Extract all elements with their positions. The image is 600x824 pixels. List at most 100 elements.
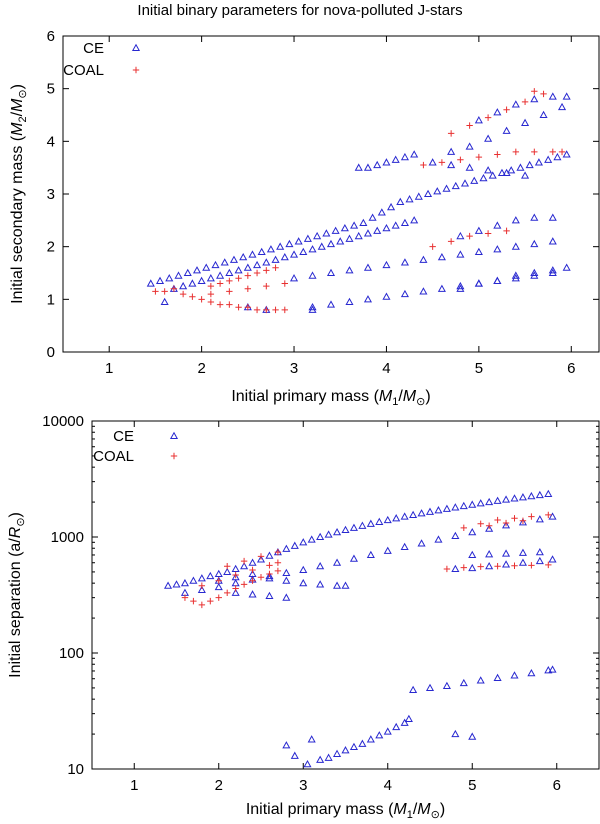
ce-point (229, 255, 239, 263)
ce-point (262, 258, 271, 266)
ce-point (354, 231, 363, 240)
ce-point (358, 521, 367, 529)
coal-point (249, 577, 256, 584)
ce-point (548, 213, 557, 221)
coal-point (266, 570, 273, 578)
ce-point (535, 556, 544, 565)
ce-point (197, 574, 206, 582)
ce-point (425, 683, 435, 691)
ce-point (271, 255, 280, 263)
ce-point (544, 155, 553, 163)
coal-point (274, 559, 282, 566)
x-tick-label: 5 (475, 360, 483, 377)
ce-point (307, 735, 316, 743)
ce-point (206, 571, 215, 580)
ce-point (510, 494, 519, 502)
ce-point (206, 274, 215, 282)
coal-point (263, 282, 270, 290)
ce-point (447, 160, 456, 169)
coal-point (198, 582, 206, 589)
coal-point (475, 153, 483, 161)
ce-point (493, 108, 502, 116)
ce-point (225, 268, 234, 277)
coal-point (531, 148, 538, 156)
ce-point (231, 572, 240, 581)
coal-point (447, 130, 455, 137)
ce-point (363, 229, 373, 237)
ce-point (349, 742, 358, 750)
coal-point (494, 563, 501, 570)
ce-point (165, 274, 174, 282)
ce-point (146, 279, 155, 287)
ce-point (308, 245, 317, 253)
y-tick-label: 1000 (51, 529, 84, 546)
ce-point (216, 271, 225, 279)
ce-point (535, 547, 544, 556)
ce-point (400, 718, 409, 726)
coal-point (207, 597, 214, 605)
x-tick-label: 3 (299, 777, 307, 794)
coal-point (272, 306, 279, 314)
ce-point (248, 590, 257, 598)
legend-marker-coal (132, 66, 140, 74)
plot-frame (91, 420, 600, 770)
ce-point (308, 305, 317, 313)
x-tick-label: 4 (382, 360, 390, 377)
ce-point (324, 530, 333, 538)
ce-point (316, 532, 325, 541)
ce-point (502, 560, 511, 568)
ce-point (174, 271, 183, 279)
plot-frame (62, 35, 600, 353)
coal-point (420, 161, 427, 169)
y-tick-label: 1 (47, 291, 55, 308)
ce-point (502, 495, 511, 503)
ce-point (442, 504, 451, 512)
ce-point (333, 527, 342, 536)
coal-point (274, 548, 282, 556)
ce-point (366, 735, 375, 743)
coal-point (152, 288, 159, 295)
ce-point (400, 218, 409, 227)
coal-point (224, 589, 231, 597)
data-points (164, 489, 557, 768)
coal-point (253, 269, 261, 277)
ce-point (299, 538, 308, 546)
legend-marker-coal (170, 452, 178, 460)
ce-point (510, 671, 519, 679)
ce-point (391, 155, 400, 163)
ce-point (341, 581, 350, 589)
coal-point (511, 562, 518, 569)
ce-point (331, 226, 340, 234)
ce-point (366, 519, 375, 527)
ce-point (451, 564, 460, 573)
ce-point (468, 500, 477, 508)
ce-point (468, 550, 477, 559)
ce-point (197, 585, 206, 593)
y-tick-label: 10 (67, 761, 84, 778)
ce-point (341, 525, 350, 534)
ce-point (474, 116, 483, 124)
ce-point (383, 727, 392, 735)
ce-point (442, 681, 451, 690)
legend-label-ce: CE (83, 40, 104, 57)
coal-point (181, 594, 189, 601)
ce-point (349, 523, 358, 531)
ce-point (502, 126, 511, 134)
coal-point (531, 88, 538, 95)
ce-point (400, 512, 409, 520)
legend: CE COAL (93, 428, 179, 465)
coal-point (161, 288, 168, 295)
coal-point (253, 306, 261, 314)
ce-point (265, 591, 274, 600)
ce-point (349, 554, 358, 562)
ce-point (493, 276, 502, 284)
coal-point (263, 306, 270, 314)
coal-point (226, 288, 233, 295)
ce-point (188, 279, 197, 287)
ce-point (548, 512, 557, 520)
ce-point (433, 187, 442, 195)
ce-point (451, 729, 460, 738)
ce-point (290, 751, 299, 759)
ce-point (231, 588, 240, 596)
x-tick-label: 2 (197, 360, 205, 377)
